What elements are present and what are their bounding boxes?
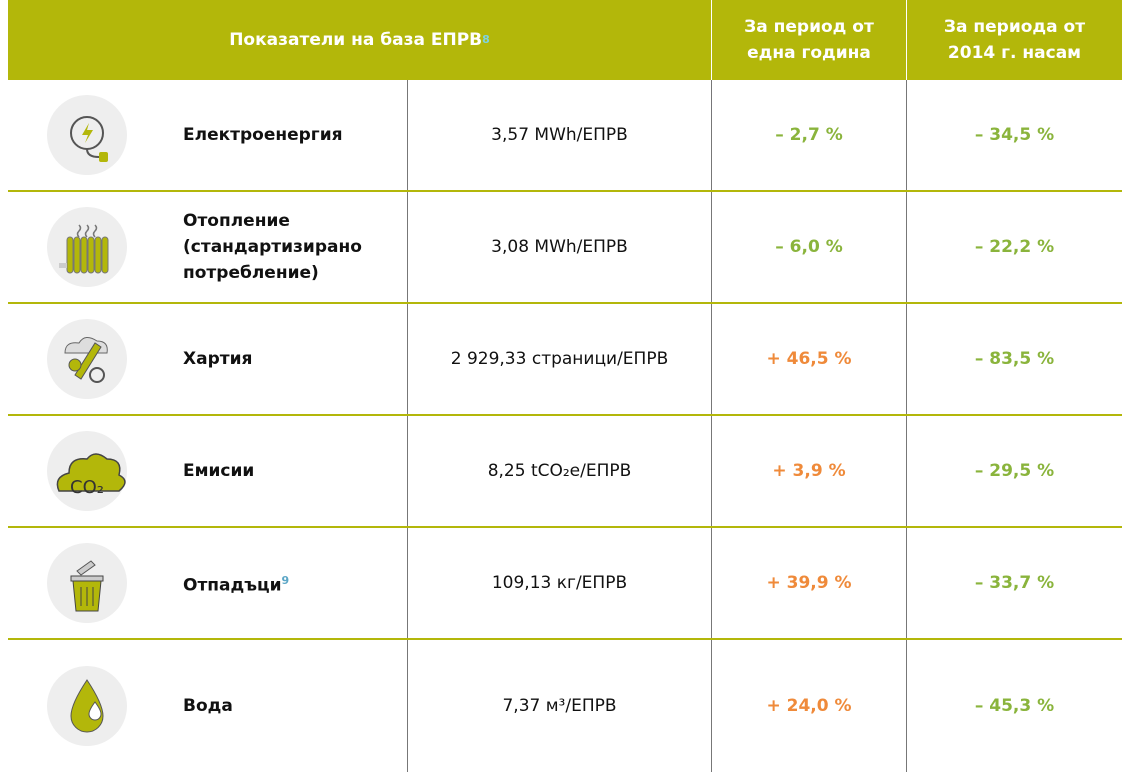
header-since: За периода от 2014 г. насам xyxy=(943,17,1086,63)
header-cell: Показатели на база ЕПРВ 8 xyxy=(8,0,712,80)
icon xyxy=(46,207,127,287)
change-since-cell: – 34,5 % xyxy=(907,80,1122,190)
table-row: Електроенергия 3,57 MWh/ЕПРВ – 2,7 % – 34,5… xyxy=(8,80,1122,192)
icon xyxy=(46,543,127,623)
change-year-cell: + 39,9 % xyxy=(712,528,907,638)
change-year-cell: + 3,9 % xyxy=(712,416,907,526)
indicator-name: Електроенергия xyxy=(183,125,343,145)
name-wrap: Вода xyxy=(183,693,233,719)
header-row: Показатели на база ЕПРВ 8 За период от ед… xyxy=(8,0,1122,80)
change-year: + 3,9 % xyxy=(772,461,846,481)
change-year: – 2,7 % xyxy=(775,125,843,145)
change-since-cell: – 45,3 % xyxy=(907,640,1122,772)
change-since: – 33,7 % xyxy=(974,573,1055,593)
icon xyxy=(46,666,127,746)
table-row: Отопление (стандартизирано потребление) 3… xyxy=(8,192,1122,304)
icon xyxy=(46,95,127,175)
value-cell: 7,37 м³/ЕПРВ xyxy=(408,640,712,772)
change-since-cell: – 22,2 % xyxy=(907,192,1122,302)
icon-cell xyxy=(8,192,165,302)
change-since: – 45,3 % xyxy=(974,696,1055,716)
value-cell: 3,57 MWh/ЕПРВ xyxy=(408,80,712,190)
name-cell: Хартия xyxy=(165,304,408,414)
change-year-cell: + 24,0 % xyxy=(712,640,907,772)
table: Показатели на база ЕПРВ 8 За период от ед… xyxy=(8,0,1122,772)
change-year: + 39,9 % xyxy=(766,573,852,593)
change-since: – 34,5 % xyxy=(974,125,1055,145)
value-cell: 2 929,33 страници/ЕПРВ xyxy=(408,304,712,414)
name-wrap: Електроенергия xyxy=(183,122,343,148)
name-cell: Отопление (стандартизирано потребление) xyxy=(165,192,408,302)
footnote-ref: 9 xyxy=(281,573,290,587)
name-cell: Електроенергия xyxy=(165,80,408,190)
header-title: Показатели на база ЕПРВ xyxy=(229,30,483,50)
name-wrap: Отопление (стандартизирано потребление) xyxy=(183,208,407,286)
change-since: – 22,2 % xyxy=(974,237,1055,257)
icon xyxy=(46,319,127,399)
icon-cell xyxy=(8,80,165,190)
change-since-cell: – 33,7 % xyxy=(907,528,1122,638)
name-wrap: Отпадъци9 xyxy=(183,568,289,599)
footnote-ref: 8 xyxy=(482,33,490,46)
change-year-cell: – 2,7 % xyxy=(712,80,907,190)
icon: CO₂ xyxy=(46,431,127,511)
indicator-name: Хартия xyxy=(183,349,253,369)
name-cell: Емисии xyxy=(165,416,408,526)
change-year-cell: + 46,5 % xyxy=(712,304,907,414)
table-body: Електроенергия 3,57 MWh/ЕПРВ – 2,7 % – 34,5… xyxy=(8,80,1122,772)
indicator-value: 8,25 tCO₂e/ЕПРВ xyxy=(487,461,632,481)
value-cell: 109,13 кг/ЕПРВ xyxy=(408,528,712,638)
indicator-name: Отпадъци xyxy=(183,575,282,596)
indicator-value: 109,13 кг/ЕПРВ xyxy=(491,573,628,593)
table-row: Хартия 2 929,33 страници/ЕПРВ + 46,5 % – 83… xyxy=(8,304,1122,416)
change-since: – 83,5 % xyxy=(974,349,1055,369)
table-row: Вода 7,37 м³/ЕПРВ + 24,0 % – 45,3 % xyxy=(8,640,1122,772)
icon-cell xyxy=(8,640,165,772)
indicator-name: Отопление (стандартизирано потребление) xyxy=(183,211,362,283)
indicator-name: Вода xyxy=(183,696,233,716)
value-cell: 8,25 tCO₂e/ЕПРВ xyxy=(408,416,712,526)
indicator-name: Емисии xyxy=(183,461,255,481)
change-since: – 29,5 % xyxy=(974,461,1055,481)
header-year: За период от една година xyxy=(744,17,874,63)
indicator-value: 3,57 MWh/ЕПРВ xyxy=(491,125,628,145)
change-since-cell: – 29,5 % xyxy=(907,416,1122,526)
icon-cell: CO₂ xyxy=(8,416,165,526)
name-cell: Вода xyxy=(165,640,408,772)
change-year: + 24,0 % xyxy=(766,696,852,716)
change-since-cell: – 83,5 % xyxy=(907,304,1122,414)
header-cell: За период от една година xyxy=(712,0,907,80)
change-year: + 46,5 % xyxy=(766,349,852,369)
indicator-value: 3,08 MWh/ЕПРВ xyxy=(491,237,628,257)
svg-text:CO₂: CO₂ xyxy=(70,477,104,498)
table-row: CO₂ Емисии 8,25 tCO₂e/ЕПРВ + 3,9 % – 29,5 % xyxy=(8,416,1122,528)
change-year-cell: – 6,0 % xyxy=(712,192,907,302)
change-year: – 6,0 % xyxy=(775,237,843,257)
name-wrap: Хартия xyxy=(183,346,252,372)
indicator-value: 7,37 м³/ЕПРВ xyxy=(502,696,617,716)
value-cell: 3,08 MWh/ЕПРВ xyxy=(408,192,712,302)
name-cell: Отпадъци9 xyxy=(165,528,408,638)
indicator-value: 2 929,33 страници/ЕПРВ xyxy=(450,349,669,369)
name-wrap: Емисии xyxy=(183,458,254,484)
table-row: Отпадъци9 109,13 кг/ЕПРВ + 39,9 % – 33,7 % xyxy=(8,528,1122,640)
icon-cell xyxy=(8,528,165,638)
header-cell: За периода от 2014 г. насам xyxy=(907,0,1122,80)
icon-cell xyxy=(8,304,165,414)
